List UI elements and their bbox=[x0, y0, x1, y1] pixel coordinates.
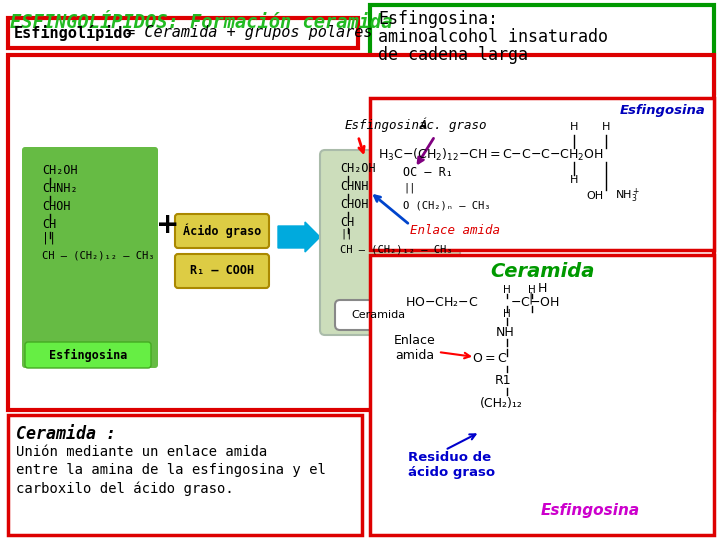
Text: Residuo de
ácido graso: Residuo de ácido graso bbox=[408, 451, 495, 479]
Text: Enlace amida: Enlace amida bbox=[410, 224, 500, 237]
Text: OC — R₁: OC — R₁ bbox=[403, 165, 453, 179]
Text: Esfingolípido: Esfingolípido bbox=[14, 25, 132, 41]
Text: H: H bbox=[570, 122, 578, 132]
Text: Ác. graso: Ác. graso bbox=[420, 118, 487, 132]
FancyBboxPatch shape bbox=[175, 254, 269, 288]
FancyBboxPatch shape bbox=[320, 150, 460, 335]
Text: Enlace
amida: Enlace amida bbox=[394, 334, 436, 362]
FancyBboxPatch shape bbox=[392, 152, 488, 223]
Text: H$_3$C$-$(CH$_2)_{12}$$-$CH$=$C$-$C$-$C$-$CH$_2$OH: H$_3$C$-$(CH$_2)_{12}$$-$CH$=$C$-$C$-$C$… bbox=[378, 147, 604, 163]
Text: Unión mediante un enlace amida: Unión mediante un enlace amida bbox=[16, 445, 267, 459]
FancyBboxPatch shape bbox=[335, 300, 420, 330]
Text: |: | bbox=[528, 292, 532, 305]
Text: CH₂OH: CH₂OH bbox=[340, 161, 376, 174]
Text: CH — (CH₂)₁₂ — CH₃: CH — (CH₂)₁₂ — CH₃ bbox=[42, 250, 155, 260]
Text: ||: || bbox=[42, 232, 56, 245]
Text: CH: CH bbox=[42, 218, 56, 231]
Text: Ceramida: Ceramida bbox=[351, 310, 405, 320]
Text: H: H bbox=[570, 175, 578, 185]
Text: Esfingosina:: Esfingosina: bbox=[378, 10, 498, 28]
Text: aminoalcohol insaturado: aminoalcohol insaturado bbox=[378, 28, 608, 46]
Text: O (CH₂)ₙ — CH₃: O (CH₂)ₙ — CH₃ bbox=[403, 200, 490, 210]
Text: Esfingosina: Esfingosina bbox=[541, 503, 639, 518]
Text: NH$_3^+$: NH$_3^+$ bbox=[615, 187, 641, 205]
FancyBboxPatch shape bbox=[25, 343, 155, 365]
Text: CH — (CH₂)₁₂ — CH₃: CH — (CH₂)₁₂ — CH₃ bbox=[340, 245, 452, 255]
Text: CH₂OH: CH₂OH bbox=[42, 164, 78, 177]
Bar bbox=[370, 5, 714, 93]
Text: ESFINGOLÍPIDOS: Formación ceramida: ESFINGOLÍPIDOS: Formación ceramida bbox=[10, 13, 392, 32]
FancyBboxPatch shape bbox=[25, 342, 151, 368]
Text: Esfingosina: Esfingosina bbox=[345, 119, 428, 132]
Text: Esfingosina: Esfingosina bbox=[620, 104, 706, 117]
Text: de cadena larga: de cadena larga bbox=[378, 46, 528, 64]
Text: H: H bbox=[602, 122, 610, 132]
Text: ||: || bbox=[340, 229, 353, 239]
FancyBboxPatch shape bbox=[175, 214, 269, 248]
Text: Esfingosina: Esfingosina bbox=[49, 348, 127, 362]
Text: R1: R1 bbox=[495, 374, 512, 387]
Text: H: H bbox=[537, 282, 546, 295]
Text: H: H bbox=[503, 309, 511, 319]
Text: Ceramida: Ceramida bbox=[490, 262, 594, 281]
Text: ||: || bbox=[403, 183, 415, 193]
Text: Ceramida :: Ceramida : bbox=[16, 425, 116, 443]
Text: $-$C$-$OH: $-$C$-$OH bbox=[510, 295, 559, 308]
FancyBboxPatch shape bbox=[22, 147, 158, 368]
Text: H: H bbox=[528, 285, 536, 295]
Bar bbox=[8, 18, 358, 48]
Bar bbox=[370, 98, 714, 250]
Bar bbox=[370, 255, 714, 535]
Text: CHOH: CHOH bbox=[42, 199, 71, 213]
Text: CHNH₂: CHNH₂ bbox=[42, 181, 78, 194]
FancyArrow shape bbox=[278, 222, 320, 252]
Text: NH: NH bbox=[495, 326, 514, 339]
Bar bbox=[8, 55, 714, 410]
Text: +: + bbox=[156, 211, 180, 239]
Text: (CH₂)₁₂: (CH₂)₁₂ bbox=[480, 396, 523, 409]
Text: CHOH: CHOH bbox=[340, 198, 369, 211]
Text: CHNH: CHNH bbox=[340, 179, 369, 192]
Text: carboxilo del ácido graso.: carboxilo del ácido graso. bbox=[16, 481, 234, 496]
Bar bbox=[8, 415, 362, 535]
Text: = Ceramida + grupos polares: = Ceramida + grupos polares bbox=[117, 25, 372, 40]
Text: entre la amina de la esfingosina y el: entre la amina de la esfingosina y el bbox=[16, 463, 326, 477]
Text: OH: OH bbox=[586, 191, 603, 201]
Text: HO$-$CH₂$-$C: HO$-$CH₂$-$C bbox=[405, 295, 479, 308]
Text: Ácido graso: Ácido graso bbox=[183, 224, 261, 238]
Text: CH: CH bbox=[340, 215, 354, 228]
Text: R₁ — COOH: R₁ — COOH bbox=[190, 265, 254, 278]
Text: H: H bbox=[503, 285, 511, 295]
Text: O$=$C: O$=$C bbox=[472, 352, 508, 365]
